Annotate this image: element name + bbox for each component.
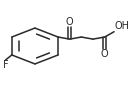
Text: OH: OH	[115, 21, 129, 31]
Text: O: O	[101, 49, 109, 59]
Text: F: F	[3, 60, 8, 70]
Text: O: O	[66, 17, 74, 27]
